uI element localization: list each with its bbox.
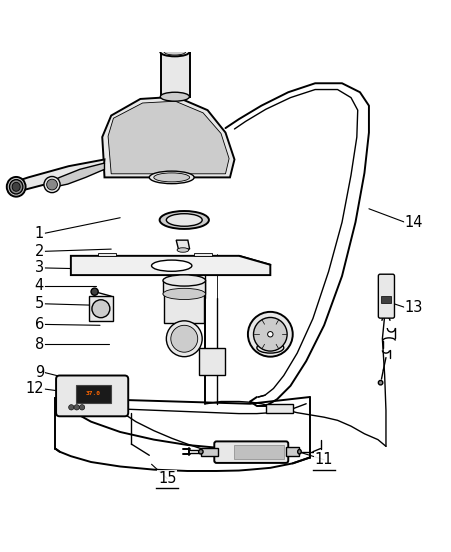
Polygon shape (98, 253, 116, 256)
Ellipse shape (7, 177, 26, 197)
Text: 6: 6 (35, 317, 44, 332)
Text: 13: 13 (405, 300, 423, 315)
Text: 1: 1 (35, 226, 44, 241)
Ellipse shape (198, 449, 203, 454)
Text: 3: 3 (35, 261, 44, 275)
Text: 8: 8 (35, 337, 44, 352)
Polygon shape (163, 280, 205, 294)
FancyBboxPatch shape (378, 274, 395, 318)
Polygon shape (266, 404, 293, 413)
Ellipse shape (171, 325, 198, 352)
Ellipse shape (92, 300, 110, 318)
Polygon shape (176, 240, 189, 249)
Circle shape (74, 405, 79, 410)
Polygon shape (235, 445, 284, 459)
Polygon shape (15, 160, 105, 192)
Text: 11: 11 (315, 452, 333, 468)
Polygon shape (89, 296, 114, 321)
Ellipse shape (160, 47, 189, 56)
Ellipse shape (152, 260, 192, 271)
Ellipse shape (177, 248, 189, 252)
Polygon shape (161, 52, 189, 97)
Text: 15: 15 (158, 471, 176, 486)
Ellipse shape (160, 92, 189, 101)
Polygon shape (108, 101, 229, 174)
Ellipse shape (298, 449, 301, 454)
Ellipse shape (166, 321, 202, 357)
Circle shape (69, 405, 74, 410)
Ellipse shape (44, 177, 60, 193)
Ellipse shape (267, 332, 273, 337)
Circle shape (79, 405, 85, 410)
Ellipse shape (164, 49, 186, 55)
Ellipse shape (378, 380, 383, 385)
Polygon shape (164, 294, 204, 323)
Text: 9: 9 (35, 365, 44, 380)
Ellipse shape (46, 179, 57, 190)
Ellipse shape (163, 275, 206, 286)
Polygon shape (381, 296, 391, 303)
Ellipse shape (160, 211, 209, 229)
Text: 5: 5 (35, 296, 44, 311)
FancyBboxPatch shape (56, 375, 128, 416)
Text: 2: 2 (35, 244, 44, 259)
Ellipse shape (163, 288, 206, 300)
Text: 37.0: 37.0 (86, 391, 101, 396)
Ellipse shape (248, 312, 293, 357)
Text: 14: 14 (405, 215, 423, 230)
Polygon shape (51, 163, 105, 187)
Ellipse shape (253, 317, 287, 351)
Text: 4: 4 (35, 278, 44, 293)
Text: 12: 12 (25, 381, 44, 396)
Polygon shape (102, 97, 235, 177)
Ellipse shape (9, 179, 23, 194)
FancyBboxPatch shape (214, 442, 288, 463)
FancyBboxPatch shape (76, 385, 111, 403)
Ellipse shape (166, 214, 202, 226)
Polygon shape (71, 256, 270, 275)
Polygon shape (198, 348, 226, 375)
Ellipse shape (154, 173, 189, 182)
Polygon shape (201, 448, 218, 456)
Polygon shape (286, 447, 299, 456)
Ellipse shape (149, 171, 194, 184)
Ellipse shape (257, 342, 284, 353)
Polygon shape (194, 253, 212, 256)
Ellipse shape (12, 182, 20, 192)
Ellipse shape (91, 288, 98, 295)
